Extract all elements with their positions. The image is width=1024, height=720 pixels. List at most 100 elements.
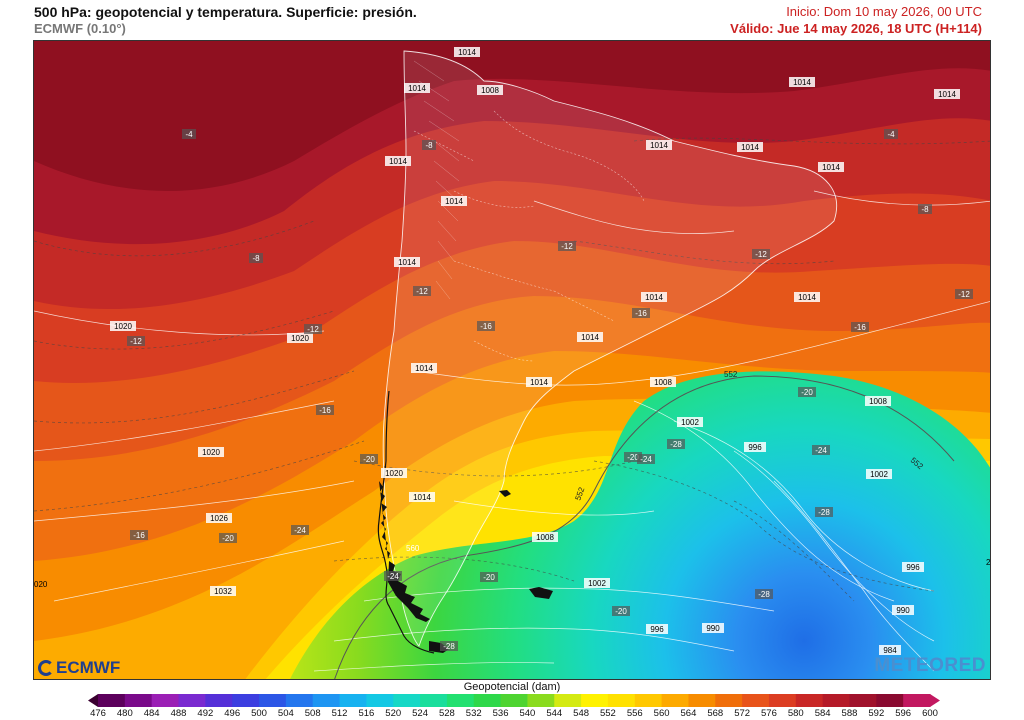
svg-text:-4: -4 — [185, 130, 193, 139]
colorbar-segment — [768, 694, 797, 707]
colorbar-tick-label: 544 — [546, 708, 563, 719]
svg-text:1002: 1002 — [870, 470, 888, 479]
height-label: 552 — [573, 486, 586, 502]
temp-label: -8 — [918, 204, 932, 214]
colorbar-tick-label: 580 — [787, 708, 804, 719]
isobar-label: 996 — [744, 442, 766, 452]
temp-label: -12 — [752, 249, 770, 259]
colorbar-segment — [822, 694, 850, 707]
temp-label: -16 — [851, 322, 869, 332]
svg-text:996: 996 — [906, 563, 920, 572]
colorbar-tick-label: 492 — [197, 708, 214, 719]
temp-label: -16 — [316, 405, 334, 415]
isobar-label: 1014 — [818, 162, 844, 172]
svg-text:996: 996 — [748, 443, 762, 452]
svg-text:990: 990 — [896, 606, 910, 615]
colorbar-segment — [446, 694, 475, 707]
temp-label: -8 — [249, 253, 263, 263]
model-name: ECMWF (0.10°) — [34, 21, 126, 36]
colorbar-segment — [581, 694, 609, 707]
temp-label: -12 — [955, 289, 973, 299]
svg-text:-12: -12 — [130, 337, 142, 346]
isobar-label: 020 — [34, 580, 48, 589]
isobar-label: 1008 — [650, 377, 676, 387]
colorbar-arrow-right — [930, 694, 940, 707]
land-south-america — [382, 50, 838, 647]
svg-text:-8: -8 — [921, 205, 929, 214]
ecmwf-logo-text: ECMWF — [56, 658, 121, 677]
colorbar-segment — [420, 694, 448, 707]
svg-text:1014: 1014 — [822, 163, 840, 172]
colorbar-segment — [178, 694, 206, 707]
svg-text:1002: 1002 — [681, 418, 699, 427]
colorbar-tick-label: 572 — [734, 708, 751, 719]
colorbar-tick-label: 576 — [761, 708, 777, 719]
colorbar-tick-label: 584 — [814, 708, 831, 719]
colorbar-tick-label: 588 — [841, 708, 858, 719]
colorbar-segment — [903, 694, 931, 707]
svg-text:984: 984 — [883, 646, 897, 655]
temp-label: -24 — [637, 454, 655, 464]
colorbar-tick-label: 596 — [895, 708, 912, 719]
isobar-label: 1014 — [641, 292, 667, 302]
isobar-label: 1014 — [411, 363, 437, 373]
isobar-label: 984 — [879, 645, 901, 655]
svg-text:-4: -4 — [887, 130, 895, 139]
isobar-label: 1020 — [381, 468, 407, 478]
svg-text:1014: 1014 — [530, 378, 548, 387]
colorbar-tick-label: 476 — [90, 708, 106, 719]
svg-text:-20: -20 — [627, 453, 639, 462]
svg-text:1002: 1002 — [588, 579, 606, 588]
isobar-label: 1020 — [287, 333, 313, 343]
isobar-label: 1002 — [677, 417, 703, 427]
colorbar-segment — [473, 694, 502, 707]
colorbar-tick-label: 532 — [465, 708, 482, 719]
svg-text:996: 996 — [650, 625, 664, 634]
colorbar-ticks: 476 480 484 488 492 496 500 504 508 512 516 520 524 5… — [0, 708, 1024, 720]
isobar-label: 1014 — [394, 257, 420, 267]
colorbar-tick-label: 528 — [438, 708, 455, 719]
svg-text:-8: -8 — [425, 141, 433, 150]
colorbar-segment — [124, 694, 153, 707]
isobar-label: 1026 — [206, 513, 232, 523]
temp-label: -28 — [667, 439, 685, 449]
colorbar-title: Geopotencial (dam) — [463, 681, 561, 693]
isobar-label: 1032 — [210, 586, 236, 596]
isobar-label: 1014 — [737, 142, 763, 152]
svg-text:-24: -24 — [640, 455, 652, 464]
colorbar-segment — [151, 694, 180, 707]
isobar-label: 1014 — [646, 140, 672, 150]
colorbar-arrow-left — [88, 694, 98, 707]
svg-text:-20: -20 — [615, 607, 627, 616]
colorbar-segment — [715, 694, 743, 707]
colorbar-segment — [312, 694, 341, 707]
colorbar-segment — [527, 694, 555, 707]
svg-text:-8: -8 — [252, 254, 260, 263]
svg-text:-16: -16 — [133, 531, 145, 540]
colorbar-segment — [876, 694, 904, 707]
colorbar-tick-label: 540 — [519, 708, 536, 719]
svg-text:1008: 1008 — [481, 86, 499, 95]
weather-map: 1014 1014 1008 1014 1014 1014 1014 1014 … — [33, 40, 991, 680]
svg-text:-28: -28 — [818, 508, 830, 517]
valid-time: Válido: Jue 14 may 2026, 18 UTC (H+114) — [730, 21, 982, 36]
svg-text:1020: 1020 — [385, 469, 403, 478]
isobar-label: 1014 — [526, 377, 552, 387]
ecmwf-swirl-icon — [38, 660, 54, 676]
temp-label: -4 — [182, 129, 196, 139]
svg-text:-12: -12 — [307, 325, 319, 334]
height-label: 552 — [724, 370, 738, 379]
svg-text:1014: 1014 — [408, 84, 426, 93]
svg-text:1014: 1014 — [741, 143, 759, 152]
colorbar-tick-label: 496 — [224, 708, 241, 719]
svg-text:-20: -20 — [222, 534, 234, 543]
svg-text:1014: 1014 — [445, 197, 463, 206]
temp-label: -8 — [422, 140, 436, 150]
svg-text:1032: 1032 — [214, 587, 232, 596]
colorbar-segment — [688, 694, 716, 707]
temp-label: -20 — [480, 572, 498, 582]
svg-text:-20: -20 — [483, 573, 495, 582]
svg-text:-16: -16 — [480, 322, 492, 331]
colorbar-segment — [259, 694, 287, 707]
colorbar-segment — [500, 694, 528, 707]
